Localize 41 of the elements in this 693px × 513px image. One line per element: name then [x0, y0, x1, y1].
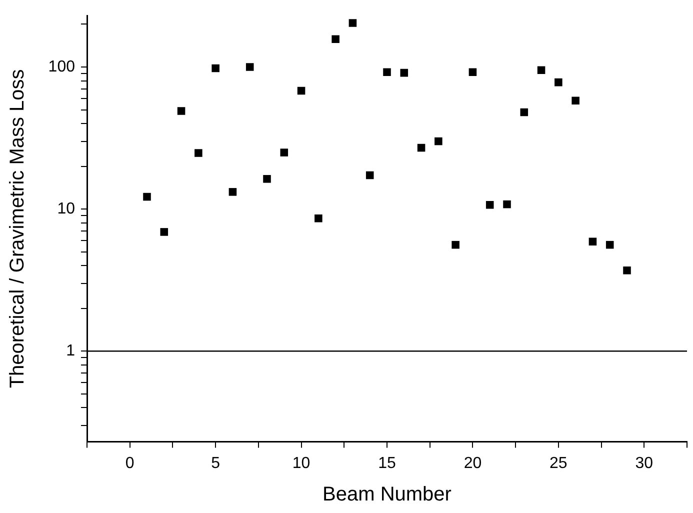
point	[468, 68, 477, 76]
point	[486, 200, 494, 209]
point	[160, 228, 168, 236]
point	[177, 107, 186, 115]
point	[246, 63, 254, 71]
point	[417, 144, 426, 152]
point	[366, 171, 374, 180]
point	[434, 137, 442, 146]
point	[554, 78, 562, 86]
y-tick-label: 10	[57, 200, 76, 218]
x-tick-label: 0	[125, 454, 134, 472]
point	[572, 96, 580, 104]
x-axis-title: Beam Number	[322, 484, 452, 506]
point	[297, 86, 306, 95]
point	[332, 35, 340, 44]
point	[383, 68, 391, 76]
point	[520, 108, 528, 116]
point	[588, 238, 597, 246]
point	[194, 149, 202, 157]
y-tick-label: 100	[48, 58, 76, 76]
point	[452, 240, 460, 249]
point	[280, 148, 288, 156]
y-tick-label: 1	[66, 342, 76, 360]
x-tick-label: 5	[211, 454, 220, 472]
point	[503, 200, 511, 208]
point	[263, 175, 271, 183]
point	[623, 266, 631, 274]
x-tick-label: 25	[550, 454, 568, 472]
point	[143, 192, 151, 201]
point	[348, 19, 357, 27]
x-tick-label: 30	[635, 454, 654, 472]
x-tick-label: 15	[378, 454, 396, 472]
point	[537, 66, 546, 74]
y-axis-title: Theoretical / Gravimetric Mass Loss	[6, 69, 29, 388]
point	[400, 68, 408, 77]
point	[314, 214, 322, 222]
point	[212, 64, 220, 72]
point	[606, 240, 614, 249]
x-tick-label: 20	[464, 454, 482, 472]
x-tick-label: 10	[292, 454, 310, 472]
point	[228, 188, 237, 196]
